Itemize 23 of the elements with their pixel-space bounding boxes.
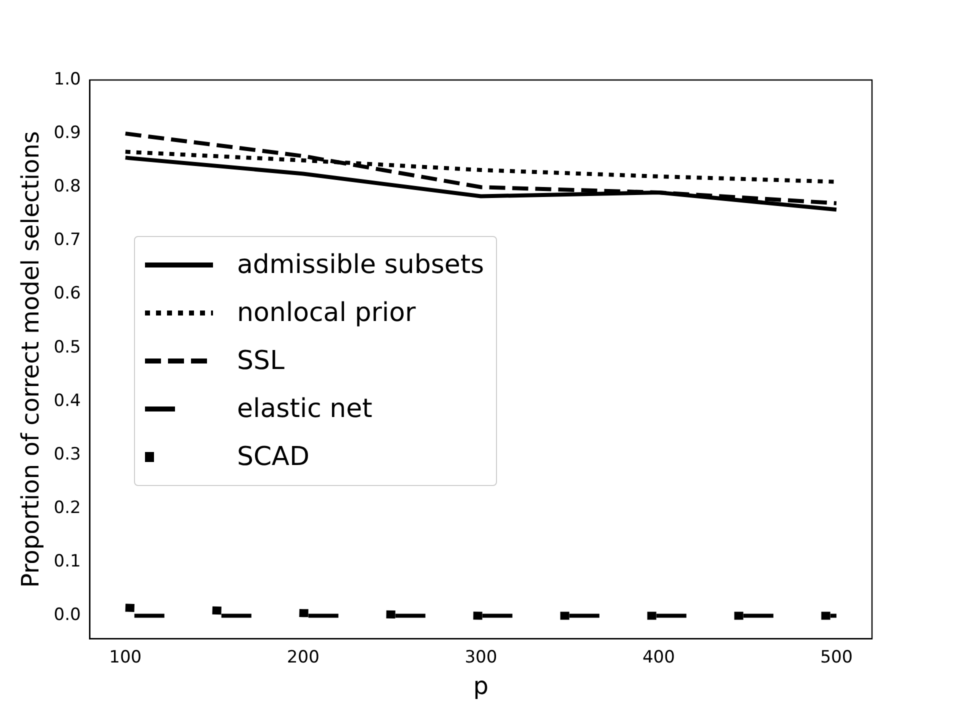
y-tick-label: 1.0: [54, 69, 81, 90]
x-tick-label: 500: [820, 647, 853, 668]
legend-label: SSL: [237, 346, 284, 376]
legend-label: elastic net: [237, 394, 372, 424]
y-tick-label: 0.1: [54, 552, 81, 572]
legend-label: nonlocal prior: [237, 298, 416, 328]
y-tick-label: 0.4: [54, 390, 81, 411]
legend-label: SCAD: [237, 442, 310, 472]
y-tick-label: 0.2: [54, 498, 81, 518]
x-tick-label: 200: [286, 647, 320, 668]
y-tick-label: 0.5: [54, 337, 81, 358]
legend-label: admissible subsets: [237, 250, 484, 280]
y-tick-label: 0.7: [54, 230, 81, 250]
x-tick-label: 400: [642, 647, 675, 668]
y-tick-label: 0.9: [54, 123, 81, 143]
x-axis-title: p: [473, 672, 489, 700]
x-tick-label: 100: [109, 647, 142, 668]
y-tick-label: 0.0: [54, 605, 81, 626]
y-axis-title: Proportion of correct model selections: [16, 131, 45, 588]
y-tick-label: 0.6: [54, 284, 81, 304]
x-tick-label: 300: [464, 647, 498, 668]
y-tick-label: 0.8: [54, 176, 81, 197]
y-tick-label: 0.3: [54, 444, 81, 464]
